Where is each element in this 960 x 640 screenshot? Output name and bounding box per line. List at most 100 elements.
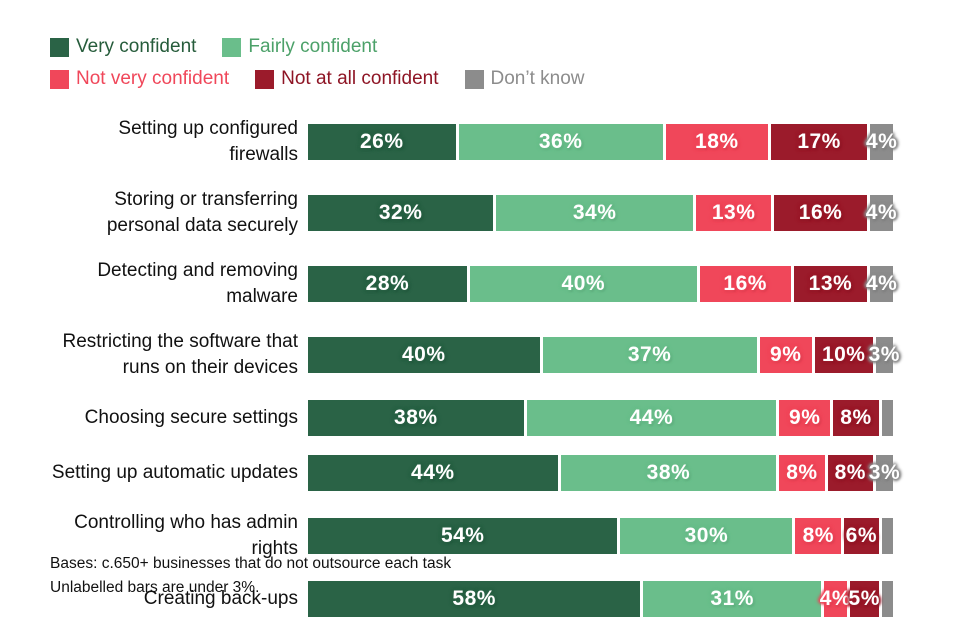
bar-segment: 10%: [814, 337, 873, 373]
segment-value-label: 10%: [821, 343, 866, 366]
segment-value-label: 16%: [798, 201, 843, 224]
legend-item: Fairly confident: [222, 36, 377, 58]
bar-segment: [881, 400, 893, 436]
bar-segment: 4%: [820, 581, 851, 617]
segment-value-label: 40%: [561, 272, 606, 295]
segment-value-label: 4%: [865, 201, 898, 224]
stacked-bar: 58% 31% 4% 5%: [308, 581, 893, 617]
bar-segment: 18%: [665, 124, 768, 160]
chart-row: Setting up automatic updates 44% 38% 8% 8% 3%: [48, 455, 900, 491]
legend-item: Not at all confident: [255, 68, 439, 90]
segment-value-label: 28%: [365, 272, 410, 295]
segment-value-label: 26%: [359, 130, 404, 153]
legend-label: Not very confident: [76, 68, 230, 89]
segment-value-label: 8%: [786, 461, 818, 484]
segment-value-label: 4%: [819, 587, 852, 610]
bar-segment: 3%: [869, 337, 899, 373]
bar-segment: 31%: [643, 581, 821, 617]
bar-segment: 54%: [308, 518, 618, 554]
segment-value-label: 31%: [710, 587, 754, 610]
chart-row: Creating back-ups 58% 31% 4% 5%: [48, 581, 893, 617]
bar-segment: 8%: [827, 455, 873, 491]
segment-value-label: 8%: [834, 461, 866, 484]
segment-value-label: 58%: [452, 587, 496, 610]
legend-item: Very confident: [50, 36, 196, 58]
stacked-bar: 38% 44% 9% 8%: [308, 400, 893, 436]
category-label: Creating back-ups: [143, 588, 298, 609]
category-label: Restricting the software that runs on th…: [62, 331, 299, 378]
segment-value-label: 18%: [695, 130, 739, 153]
bar-segment: 34%: [496, 195, 693, 231]
bar-segment: 4%: [866, 266, 897, 302]
bar-segment: 38%: [308, 400, 524, 436]
category-label: Setting up automatic updates: [51, 462, 298, 483]
legend-swatch-icon: [255, 69, 275, 89]
legend-swatch-icon: [50, 37, 69, 57]
legend-row: Not very confident Not at all confident Do…: [50, 68, 585, 90]
legend: Very confident Fairly confident Not very c…: [50, 36, 585, 90]
legend-swatch-icon: [464, 69, 484, 89]
segment-value-label: 54%: [440, 524, 485, 547]
segment-value-label: 32%: [378, 201, 423, 224]
bar-segment: 9%: [759, 337, 812, 373]
segment-value-label: 6%: [845, 524, 878, 547]
bar-segment: 4%: [866, 195, 897, 231]
category-label: Setting up configured firewalls: [118, 118, 298, 165]
bar-segment: 5%: [849, 581, 879, 617]
segment-value-label: 37%: [627, 343, 672, 366]
segment-value-label: 30%: [684, 524, 729, 547]
chart-row: Restricting the software that runs on th…: [48, 329, 900, 381]
chart-row: Storing or transferring personal data se…: [48, 187, 897, 239]
segment-value-label: 3%: [868, 343, 900, 366]
chart-row: Choosing secure settings 38% 44% 9% 8%: [48, 400, 893, 436]
bar-segment: 44%: [308, 455, 558, 491]
bar-segment: 44%: [526, 400, 777, 436]
category-label: Controlling who has admin rights: [74, 512, 298, 559]
legend-label: Not at all confident: [281, 68, 439, 89]
bar-segment: 37%: [542, 337, 757, 373]
segment-value-label: 44%: [629, 406, 674, 429]
stacked-bar: 32% 34% 13% 16% 4%: [308, 195, 897, 231]
bar-segment: 8%: [779, 455, 825, 491]
bar-segment: 4%: [866, 124, 897, 160]
bar-segment: 36%: [458, 124, 663, 160]
segment-value-label: 3%: [868, 461, 901, 484]
segment-value-label: 38%: [646, 461, 691, 484]
bar-segment: 58%: [308, 581, 641, 617]
stacked-bar: 28% 40% 16% 13% 4%: [308, 266, 897, 302]
segment-value-label: 44%: [411, 461, 455, 484]
footer-note: Bases: c.650+ businesses that do not out…: [50, 552, 451, 600]
bar-segment: 16%: [774, 195, 867, 231]
bar-segment: 32%: [308, 195, 494, 231]
segment-value-label: 36%: [538, 130, 583, 153]
bar-segment: 8%: [833, 400, 879, 436]
segment-value-label: 8%: [840, 406, 872, 429]
bar-segment: 13%: [696, 195, 772, 231]
stacked-bar: 44% 38% 8% 8% 3%: [308, 455, 900, 491]
segment-value-label: 9%: [789, 406, 821, 429]
bar-segment: 28%: [308, 266, 467, 302]
segment-value-label: 17%: [797, 130, 841, 153]
footer-unlabelled-line: Unlabelled bars are under 3%.: [50, 579, 260, 596]
segment-value-label: 34%: [572, 201, 617, 224]
category-label: Detecting and removing malware: [97, 260, 298, 307]
stacked-bar: 54% 30% 8% 6%: [308, 518, 893, 554]
footer-bases-line: Bases: c.650+ businesses that do not out…: [50, 555, 452, 572]
bar-segment: 13%: [793, 266, 868, 302]
segment-value-label: 9%: [770, 343, 802, 366]
stacked-bar: 26% 36% 18% 17% 4%: [308, 124, 897, 160]
chart-row: Detecting and removing malware 28% 40% 16% 1…: [48, 258, 897, 310]
segment-value-label: 13%: [711, 201, 756, 224]
bar-segment: 40%: [308, 337, 540, 373]
legend-label: Very confident: [76, 36, 197, 57]
segment-value-label: 40%: [401, 343, 446, 366]
bar-segment: 40%: [469, 266, 697, 302]
segment-value-label: 4%: [865, 272, 898, 295]
legend-row: Very confident Fairly confident: [50, 36, 585, 58]
bar-segment: 30%: [620, 518, 793, 554]
legend-swatch-icon: [222, 37, 242, 57]
stacked-bar: 40% 37% 9% 10% 3%: [308, 337, 899, 373]
chart-row: Controlling who has admin rights 54% 30% 8%…: [48, 510, 893, 562]
bar-segment: 8%: [795, 518, 842, 554]
